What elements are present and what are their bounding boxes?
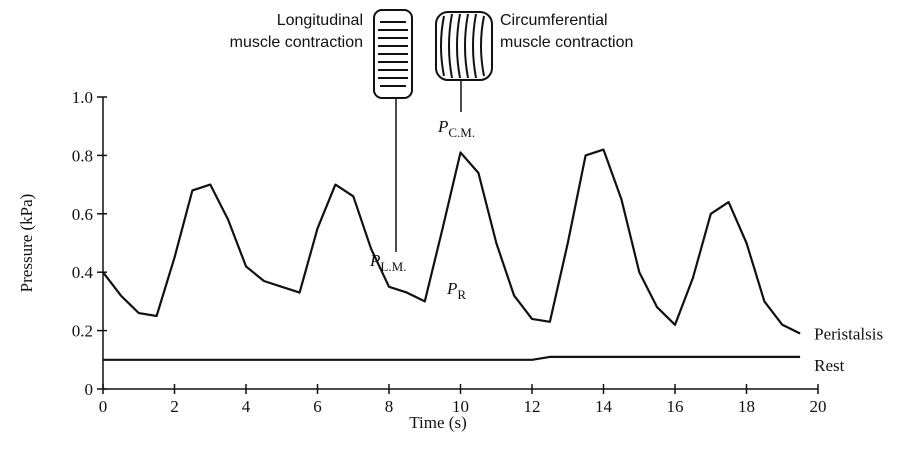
x-tick-label: 2 xyxy=(170,397,179,416)
x-tick-label: 12 xyxy=(524,397,541,416)
x-tick-label: 18 xyxy=(738,397,755,416)
x-axis-label: Time (s) xyxy=(409,413,466,432)
x-tick-label: 6 xyxy=(313,397,322,416)
annotation-symbol: P xyxy=(369,251,380,270)
y-axis-label: Pressure (kPa) xyxy=(17,194,36,293)
x-tick-label: 0 xyxy=(99,397,108,416)
x-tick-label: 4 xyxy=(242,397,251,416)
series-line xyxy=(102,148,801,335)
annotation: PR xyxy=(446,279,466,302)
y-tick-label: 0.8 xyxy=(72,146,93,165)
y-tick-label: 0.4 xyxy=(72,263,94,282)
x-tick-label: 16 xyxy=(667,397,684,416)
series-label: Rest xyxy=(814,356,845,375)
annotation: muscle contraction xyxy=(230,34,363,51)
x-tick-label: 8 xyxy=(385,397,394,416)
x-tick-label: 20 xyxy=(810,397,827,416)
annotation: Longitudinal xyxy=(277,12,363,29)
circumferential-icon xyxy=(435,11,493,81)
annotation: Circumferential xyxy=(500,12,608,29)
x-tick-label: 10 xyxy=(452,397,469,416)
annotation-symbol: P xyxy=(437,117,448,136)
y-tick-label: 0.6 xyxy=(72,205,93,224)
series-line xyxy=(103,355,801,361)
longitudinal-icon xyxy=(373,9,413,99)
y-tick-label: 0.2 xyxy=(72,322,93,341)
x-tick-label: 14 xyxy=(595,397,613,416)
annotation-subscript: C.M. xyxy=(448,125,475,140)
annotation: PC.M. xyxy=(437,117,475,140)
annotation-subscript: L.M. xyxy=(380,259,406,274)
series-label: Peristalsis xyxy=(814,325,883,344)
y-tick-label: 0 xyxy=(85,380,94,399)
annotation: muscle contraction xyxy=(500,34,633,51)
annotation: PL.M. xyxy=(369,251,406,274)
annotation-symbol: P xyxy=(446,279,457,298)
y-tick-label: 1.0 xyxy=(72,88,93,107)
annotation-subscript: R xyxy=(457,287,466,302)
